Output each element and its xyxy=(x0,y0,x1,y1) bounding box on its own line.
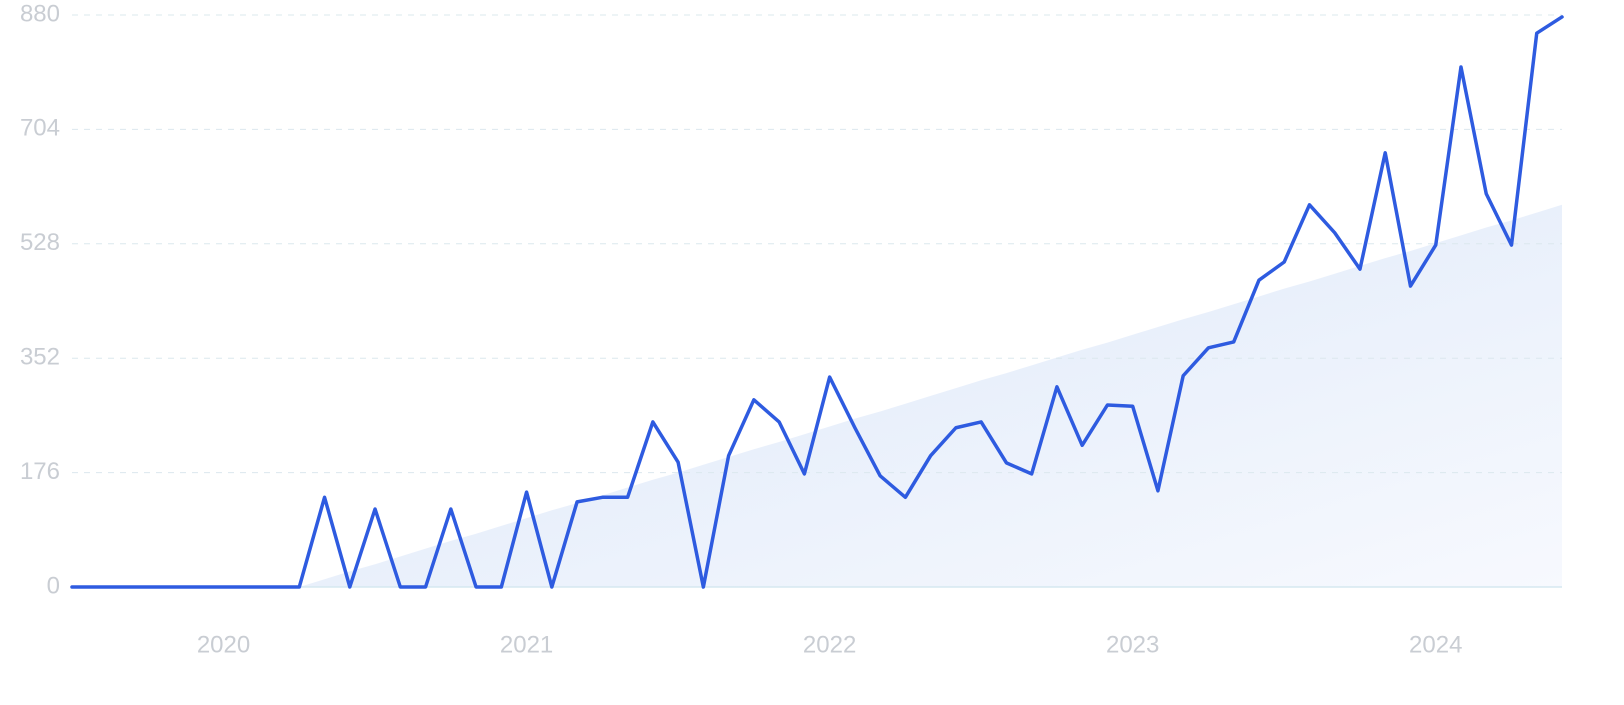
y-tick-label: 176 xyxy=(20,458,60,485)
y-tick-label: 528 xyxy=(20,229,60,256)
x-tick-label: 2024 xyxy=(1409,631,1462,658)
y-tick-label: 0 xyxy=(47,572,60,599)
x-tick-label: 2022 xyxy=(803,631,856,658)
x-tick-label: 2023 xyxy=(1106,631,1159,658)
x-tick-label: 2020 xyxy=(197,631,250,658)
x-tick-label: 2021 xyxy=(500,631,553,658)
y-tick-label: 704 xyxy=(20,115,60,142)
y-tick-label: 352 xyxy=(20,344,60,371)
y-tick-label: 880 xyxy=(20,0,60,27)
data-line xyxy=(70,15,1564,589)
trend-area xyxy=(299,204,1563,588)
